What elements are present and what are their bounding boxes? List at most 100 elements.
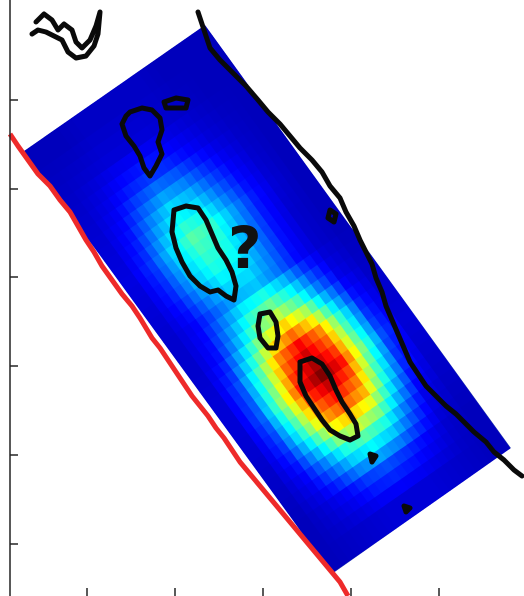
slip-cell <box>391 404 407 421</box>
slip-cell <box>392 434 408 450</box>
slip-cell <box>482 447 498 464</box>
slip-cell <box>100 168 116 185</box>
slip-cell <box>120 154 136 171</box>
slip-cell <box>247 232 263 249</box>
slip-cell <box>298 318 314 334</box>
slip-cell <box>257 135 273 151</box>
slip-cell <box>266 204 282 220</box>
slip-cell <box>421 460 437 476</box>
slip-cell <box>273 199 289 216</box>
slip-cell <box>160 111 175 128</box>
slip-cell <box>331 280 347 296</box>
slip-cell <box>198 39 214 56</box>
slip-cell <box>274 228 290 245</box>
slip-cell <box>445 382 461 399</box>
slip-cell <box>291 489 307 506</box>
slip-cell <box>224 354 240 371</box>
slip-cell <box>386 453 402 470</box>
slip-cell <box>220 70 236 86</box>
slip-cell <box>184 215 200 232</box>
slip-cell <box>277 484 293 500</box>
slip-cell <box>302 421 318 437</box>
slip-cell <box>379 277 395 293</box>
slip-cell <box>318 304 334 320</box>
slip-cell <box>229 139 245 155</box>
slip-cell <box>399 429 415 446</box>
slip-cell <box>231 168 246 185</box>
slip-cell <box>324 436 339 453</box>
slip-cell <box>488 428 504 444</box>
slip-cell <box>402 336 418 353</box>
slip-cell <box>132 282 148 299</box>
slip-cell <box>84 118 100 135</box>
slip-cell <box>378 414 394 430</box>
slip-cell <box>70 113 86 129</box>
slip-cell <box>263 463 279 480</box>
slip-cell <box>228 94 243 111</box>
slip-cell <box>213 59 228 76</box>
slip-cell <box>282 420 298 437</box>
slip-cell <box>195 299 210 316</box>
slip-cell <box>398 415 414 431</box>
slip-cell <box>176 176 192 192</box>
slip-cell <box>329 402 345 419</box>
slip-cell <box>459 387 475 404</box>
slip-cell <box>369 359 385 376</box>
slip-cell <box>475 452 491 468</box>
slip-cell <box>404 380 420 397</box>
slip-cell <box>315 397 331 413</box>
slip-cell <box>163 185 178 202</box>
slip-cell <box>228 109 244 126</box>
slip-cell <box>322 225 338 242</box>
slip-cell <box>195 314 211 330</box>
slip-cell <box>193 88 209 105</box>
slip-cell <box>141 155 157 171</box>
slip-cell <box>177 38 193 55</box>
slip-cell <box>296 259 312 275</box>
slip-cell <box>197 373 213 389</box>
slip-cell <box>367 482 382 499</box>
slip-cell <box>368 345 384 361</box>
slip-cell <box>202 309 218 326</box>
slip-cell <box>107 163 122 180</box>
slip-cell <box>218 373 234 390</box>
slip-cell <box>367 497 383 513</box>
slip-cell <box>358 428 373 444</box>
slip-cell <box>117 262 133 278</box>
slip-cell <box>343 393 358 409</box>
slip-cell <box>124 76 140 92</box>
slip-cell <box>240 237 256 254</box>
slip-cell <box>302 225 317 241</box>
slip-cell <box>189 166 205 183</box>
slip-cell <box>288 219 303 236</box>
slip-cell <box>230 153 246 170</box>
slip-cell <box>158 82 174 98</box>
slip-cell <box>72 157 88 174</box>
slip-cell <box>151 72 167 88</box>
slip-cell <box>427 440 443 457</box>
slip-cell <box>452 392 468 409</box>
slip-cell <box>260 208 275 225</box>
slip-cell <box>189 152 205 168</box>
slip-cell <box>318 470 334 487</box>
slip-cell <box>428 470 444 486</box>
slip-cell <box>346 481 362 498</box>
slip-cell <box>190 348 205 364</box>
slip-cell <box>313 519 329 536</box>
slip-cell <box>308 220 324 236</box>
slip-cell <box>364 408 380 425</box>
slip-cell <box>172 73 188 89</box>
slip-cell <box>316 426 332 443</box>
slip-cell <box>192 240 208 257</box>
slip-cell <box>156 190 172 206</box>
slip-cell <box>336 216 351 233</box>
slip-cell <box>423 352 439 368</box>
slip-cell <box>219 55 235 71</box>
slip-cell <box>452 377 468 394</box>
slip-cell <box>124 242 139 259</box>
slip-cell <box>173 284 189 300</box>
slip-cell <box>348 359 364 375</box>
slip-cell <box>234 423 250 440</box>
slip-cell <box>339 486 355 502</box>
slip-cell <box>302 406 318 423</box>
